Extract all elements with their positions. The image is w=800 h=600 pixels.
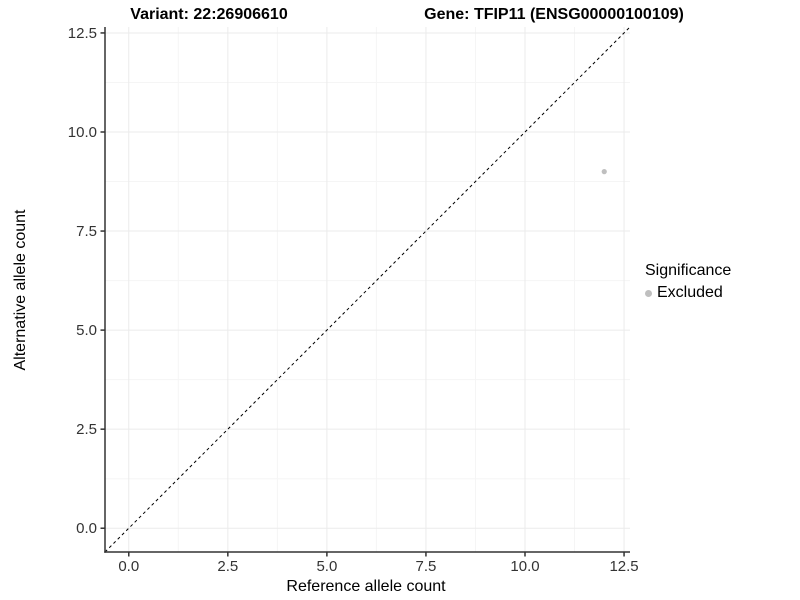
x-tick-label: 5.0 xyxy=(316,558,337,575)
legend-point-icon xyxy=(645,289,652,297)
data-point xyxy=(601,169,607,175)
x-axis-label: Reference allele count xyxy=(286,578,446,595)
y-tick-label: 5.0 xyxy=(76,322,97,339)
legend-item-label: Excluded xyxy=(657,284,723,301)
x-tick-label: 2.5 xyxy=(217,558,238,575)
legend-items: Excluded xyxy=(645,284,731,302)
x-tick-label: 10.0 xyxy=(510,558,539,575)
legend-title: Significance xyxy=(645,262,732,279)
y-tick-label: 12.5 xyxy=(68,25,97,42)
y-tick-label: 10.0 xyxy=(68,124,97,141)
legend: Significance Excluded xyxy=(645,262,731,302)
x-tick-label: 0.0 xyxy=(118,558,139,575)
identity-dashed-line xyxy=(104,26,631,553)
y-tick-label: 7.5 xyxy=(76,223,97,240)
plot-title-gene: Gene: TFIP11 (ENSG00000100109) xyxy=(424,6,684,23)
y-axis-label: Alternative allele count xyxy=(12,209,29,371)
x-tick-label: 7.5 xyxy=(416,558,437,575)
legend-item: Excluded xyxy=(645,284,731,302)
y-tick-label: 2.5 xyxy=(76,421,97,438)
plot-title-variant: Variant: 22:26906610 xyxy=(130,6,288,23)
x-tick-label: 12.5 xyxy=(609,558,638,575)
y-tick-label: 0.0 xyxy=(76,520,97,537)
